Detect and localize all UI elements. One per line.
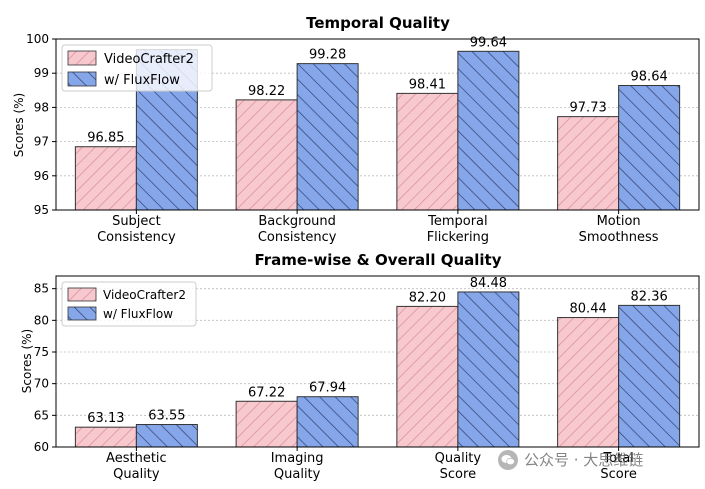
bars [74, 49, 681, 211]
bar-videocrafter2 [74, 146, 137, 211]
legend: VideoCrafter2 w/ FluxFlow [61, 281, 197, 327]
legend: VideoCrafter2 w/ FluxFlow [61, 44, 213, 92]
data-label: 82.20 [409, 290, 446, 305]
bar-fluxflow [135, 424, 198, 448]
bar-videocrafter2 [396, 305, 459, 448]
wechat-icon [498, 449, 518, 470]
bar-fluxflow [457, 50, 520, 211]
panel-temporal-quality: Temporal Quality 96.85 98.22 99.28 98.41 99.… [12, 14, 700, 245]
legend-box [61, 44, 213, 92]
y-tick-label: 99 [34, 66, 49, 80]
x-axis: SubjectConsistencyBackgroundConsistencyT… [97, 210, 659, 245]
x-axis: AestheticQualityImagingQualityQualitySco… [106, 447, 637, 482]
bar-videocrafter2 [557, 116, 620, 211]
y-axis-label: Scores (%) [12, 93, 26, 157]
y-tick-label: 95 [34, 203, 49, 217]
data-label: 97.73 [570, 101, 607, 116]
x-tick-label: Quality [113, 467, 160, 482]
x-tick-label: Consistency [97, 230, 176, 245]
x-tick-label: Background [258, 214, 336, 229]
data-label: 98.64 [631, 70, 668, 85]
x-tick-label: Motion [597, 214, 641, 229]
y-axis: 60 65 70 75 80 85 [34, 282, 56, 454]
watermark-text: 公众号 · 大思维链 [524, 451, 644, 469]
x-tick-label: Smoothness [579, 230, 659, 245]
legend-label-videocrafter2: VideoCrafter2 [104, 52, 194, 67]
data-label: 67.94 [309, 381, 346, 396]
legend-swatch-fluxflow [67, 306, 97, 321]
x-tick-label: Total [602, 451, 633, 466]
data-label: 82.36 [631, 289, 668, 304]
x-tick-label: Quality [274, 467, 321, 482]
bar-videocrafter2 [235, 400, 298, 448]
plot-frame [55, 38, 700, 211]
bar-fluxflow [296, 396, 359, 448]
legend-swatch-fluxflow [67, 71, 97, 87]
y-axis: 95 96 97 98 99 100 [26, 32, 56, 217]
y-tick-label: 97 [34, 135, 49, 149]
data-labels: 63.13 63.55 67.22 67.94 82.20 84.48 80.44 82.36 [87, 276, 667, 426]
y-tick-label: 85 [34, 282, 49, 296]
y-tick-label: 80 [34, 313, 49, 327]
x-tick-label: Imaging [271, 451, 324, 466]
x-tick-label: Aesthetic [106, 451, 167, 466]
legend-swatch-videocrafter2 [67, 50, 97, 66]
data-label: 98.41 [409, 77, 446, 92]
data-labels: 96.85 98.22 99.28 98.41 99.64 97.73 98.64 [87, 35, 667, 145]
x-tick-label: Score [440, 467, 476, 482]
bar-fluxflow [296, 63, 359, 211]
legend-label-fluxflow: w/ FluxFlow [104, 73, 180, 88]
legend-label-videocrafter2: VideoCrafter2 [103, 288, 186, 302]
data-label: 63.55 [148, 409, 185, 424]
y-tick-label: 75 [34, 345, 49, 359]
bar-fluxflow [457, 291, 520, 448]
x-tick-label: Quality [435, 451, 482, 466]
bar-videocrafter2 [557, 317, 620, 448]
bar-fluxflow [618, 85, 681, 211]
data-label: 99.64 [470, 35, 507, 50]
y-tick-label: 98 [34, 100, 49, 114]
data-label: 99.28 [309, 48, 346, 63]
data-label: 80.44 [570, 302, 607, 317]
legend-swatch-videocrafter2 [67, 287, 97, 302]
data-label: 98.22 [248, 84, 285, 99]
bar-videocrafter2 [74, 426, 137, 448]
data-label: 84.48 [470, 276, 507, 291]
x-tick-label: Flickering [427, 230, 489, 245]
watermark: 公众号 · 大思维链 [498, 449, 643, 470]
y-tick-label: 65 [34, 408, 49, 422]
data-label: 67.22 [248, 385, 285, 400]
y-tick-label: 60 [34, 440, 49, 454]
x-tick-label: Consistency [258, 230, 337, 245]
panel-frame-wise-overall-quality: Frame-wise & Overall Quality 63.13 63.556… [20, 251, 700, 482]
y-axis-label: Scores (%) [20, 329, 34, 393]
legend-label-fluxflow: w/ FluxFlow [103, 307, 173, 321]
y-tick-label: 96 [34, 169, 49, 183]
plot-frame [55, 275, 700, 448]
bar-videocrafter2 [396, 92, 459, 211]
chart-title: Temporal Quality [306, 14, 450, 32]
y-tick-label: 100 [26, 32, 49, 46]
data-label: 63.13 [87, 411, 124, 426]
bar-fluxflow [618, 304, 681, 448]
y-tick-label: 70 [34, 377, 49, 391]
chart-title: Frame-wise & Overall Quality [255, 251, 502, 269]
x-tick-label: Score [600, 467, 636, 482]
data-label: 96.85 [87, 131, 124, 146]
bar-videocrafter2 [235, 99, 298, 211]
x-tick-label: Temporal [427, 214, 488, 229]
x-tick-label: Subject [112, 214, 161, 229]
